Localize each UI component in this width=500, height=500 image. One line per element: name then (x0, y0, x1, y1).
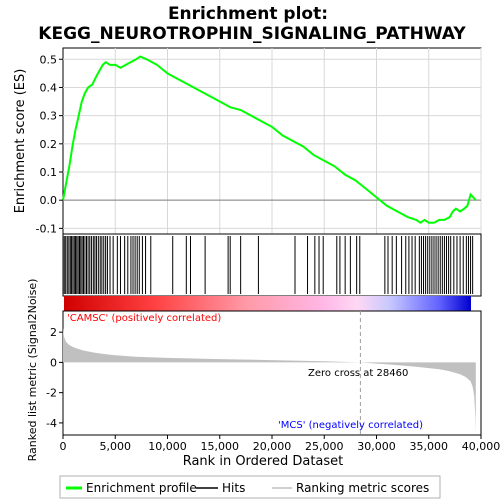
chart-title-line-1: Enrichment plot: (168, 4, 328, 24)
legend-label-ranking: Ranking metric scores (296, 481, 429, 495)
x-tick-label: 30,000 (357, 440, 396, 453)
es-y-tick-label: 0.3 (40, 110, 58, 123)
es-y-ticks: -0.1 0.0 0.1 0.2 0.3 0.4 0.5 (36, 53, 63, 235)
zero-cross-label: Zero cross at 28460 (308, 368, 408, 379)
x-tick-label: 35,000 (410, 440, 449, 453)
metric-y-ticks: -4 -2 0 2 (46, 326, 63, 430)
es-panel: -0.1 0.0 0.1 0.2 0.3 0.4 0.5 Enrichment score … (13, 47, 482, 235)
es-y-tick-label: -0.1 (36, 222, 57, 235)
es-y-tick-label: 0.0 (40, 194, 58, 207)
es-y-tick-label: 0.2 (40, 138, 58, 151)
metric-y-tick-label: 0 (50, 356, 57, 369)
legend-label-hits: Hits (222, 481, 245, 495)
hit-markers (63, 236, 474, 294)
es-y-axis-label: Enrichment score (ES) (13, 69, 28, 214)
hits-panel (62, 233, 482, 297)
legend-label-enrichment: Enrichment profile (86, 481, 197, 495)
x-tick-label: 5,000 (100, 440, 132, 453)
x-tick-label: 40,000 (462, 440, 500, 453)
metric-y-tick-label: -4 (46, 417, 57, 430)
negative-correlation-label: 'MCS' (negatively correlated) (278, 420, 423, 431)
x-axis-ticks: 0 5,000 10,000 15,000 20,000 25,000 30,000 35,0… (60, 435, 500, 453)
rank-metric-panel-frame (62, 310, 482, 436)
es-y-tick-label: 0.4 (40, 81, 58, 94)
legend-box (59, 475, 441, 499)
x-tick-label: 20,000 (253, 440, 292, 453)
x-tick-label: 10,000 (148, 440, 187, 453)
rank-metric-y-axis-label: Ranked list metric (Signal2Noise) (26, 279, 39, 462)
x-tick-label: 25,000 (305, 440, 344, 453)
hits-panel-frame (62, 233, 482, 297)
x-tick-label: 0 (60, 440, 67, 453)
es-y-tick-label: 0.5 (40, 53, 58, 66)
rank-color-bar (64, 296, 471, 311)
positive-correlation-label: 'CAMSC' (positively correlated) (67, 313, 221, 324)
x-axis-label: Rank in Ordered Dataset (183, 454, 344, 469)
enrichment-profile-line (62, 55, 477, 224)
es-y-tick-label: 0.1 (40, 166, 58, 179)
metric-y-tick-label: -2 (46, 387, 57, 400)
x-tick-label: 15,000 (201, 440, 240, 453)
legend: Enrichment profile Hits Ranking metric s… (59, 475, 441, 499)
metric-y-tick-label: 2 (50, 326, 57, 339)
chart-title-line-2: KEGG_NEUROTROPHIN_SIGNALING_PATHWAY (38, 24, 466, 44)
rank-metric-panel: -4 -2 0 2 'CAMSC' (positively correlated) Z… (26, 279, 482, 462)
